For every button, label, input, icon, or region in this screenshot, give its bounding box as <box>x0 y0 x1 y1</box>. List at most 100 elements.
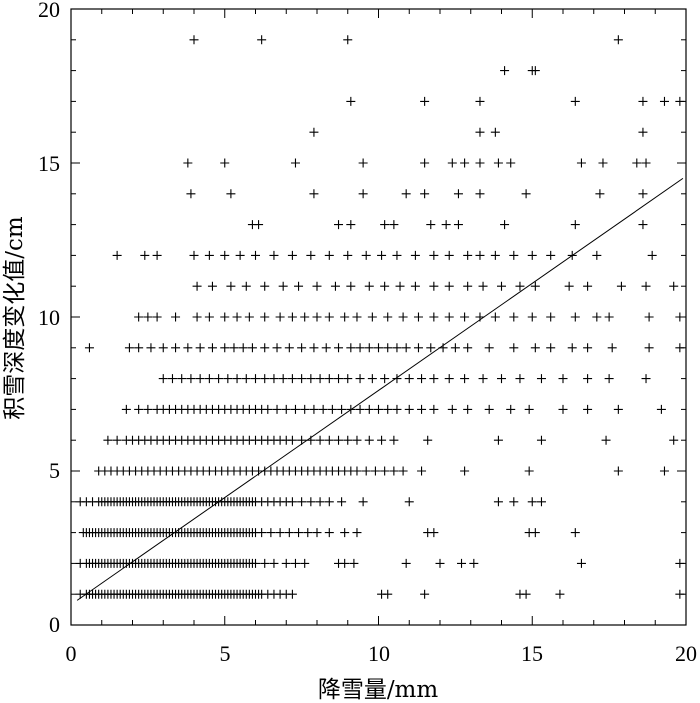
data-point <box>380 281 390 291</box>
data-point <box>570 528 580 538</box>
data-point <box>315 374 325 384</box>
data-point <box>340 528 350 538</box>
data-point <box>644 312 654 322</box>
data-point <box>457 558 467 568</box>
data-point <box>413 343 423 353</box>
data-point <box>604 312 614 322</box>
data-point <box>214 374 224 384</box>
x-tick-label: 0 <box>66 641 77 666</box>
data-point <box>558 404 568 414</box>
data-point <box>420 96 430 106</box>
data-point <box>530 528 540 538</box>
data-point <box>389 466 399 476</box>
data-point <box>121 404 131 414</box>
x-tick-label: 10 <box>368 641 390 666</box>
data-point <box>358 158 368 168</box>
data-point <box>263 404 273 414</box>
data-point <box>158 343 168 353</box>
data-point <box>389 220 399 230</box>
data-point <box>287 312 297 322</box>
data-point <box>460 374 470 384</box>
data-point <box>638 220 648 230</box>
data-point <box>374 343 383 353</box>
data-point <box>195 343 205 353</box>
data-point <box>583 374 593 384</box>
data-point <box>204 250 214 260</box>
scatter-points <box>75 35 685 599</box>
data-point <box>521 189 531 199</box>
data-point <box>207 281 217 291</box>
data-point <box>309 189 319 199</box>
data-point <box>404 374 414 384</box>
data-point <box>278 374 288 384</box>
data-point <box>334 220 344 230</box>
data-point <box>401 189 411 199</box>
data-point <box>340 558 350 568</box>
data-point <box>284 528 294 538</box>
data-point <box>463 250 473 260</box>
data-point <box>567 343 577 353</box>
data-point <box>260 281 270 291</box>
data-point <box>669 281 679 291</box>
data-point <box>346 281 356 291</box>
data-point <box>490 250 500 260</box>
data-point <box>220 158 230 168</box>
data-point <box>417 466 427 476</box>
data-point <box>493 158 503 168</box>
data-point <box>167 374 177 384</box>
data-point <box>275 528 285 538</box>
data-point <box>251 558 260 568</box>
data-point <box>192 281 202 291</box>
data-point <box>134 312 144 322</box>
data-point <box>226 189 236 199</box>
data-point <box>410 250 420 260</box>
data-point <box>294 281 304 291</box>
data-point <box>297 374 307 384</box>
data-point <box>638 96 648 106</box>
data-point <box>272 404 282 414</box>
data-point <box>327 404 337 414</box>
data-point <box>260 558 270 568</box>
data-point <box>659 96 669 106</box>
data-point <box>380 220 390 230</box>
data-point <box>497 374 506 384</box>
data-point <box>500 220 510 230</box>
data-point <box>463 404 473 414</box>
data-point <box>355 343 365 353</box>
data-point <box>158 374 168 384</box>
data-point <box>613 466 623 476</box>
data-point <box>377 250 387 260</box>
data-point <box>257 528 267 538</box>
data-point <box>536 435 546 445</box>
data-point <box>576 558 586 568</box>
data-point <box>364 404 374 414</box>
data-point <box>275 312 285 322</box>
y-tick-label: 5 <box>49 458 60 483</box>
data-point <box>309 127 319 137</box>
data-point <box>306 374 316 384</box>
data-point <box>420 589 430 599</box>
data-point <box>294 528 304 538</box>
data-point <box>463 281 473 291</box>
data-point <box>570 312 580 322</box>
data-point <box>377 435 387 445</box>
data-point <box>570 96 580 106</box>
data-point <box>287 497 297 507</box>
data-point <box>343 35 353 45</box>
data-point <box>395 281 405 291</box>
data-point <box>324 435 334 445</box>
data-point <box>607 343 617 353</box>
axis-ticks <box>70 8 687 626</box>
data-point <box>641 281 651 291</box>
data-point <box>152 312 162 322</box>
data-point <box>478 281 488 291</box>
data-point <box>343 435 353 445</box>
data-point <box>260 374 270 384</box>
data-point <box>524 404 534 414</box>
data-point <box>475 158 485 168</box>
data-point <box>506 404 516 414</box>
data-point <box>524 466 534 476</box>
data-point <box>284 343 294 353</box>
data-point <box>536 374 546 384</box>
